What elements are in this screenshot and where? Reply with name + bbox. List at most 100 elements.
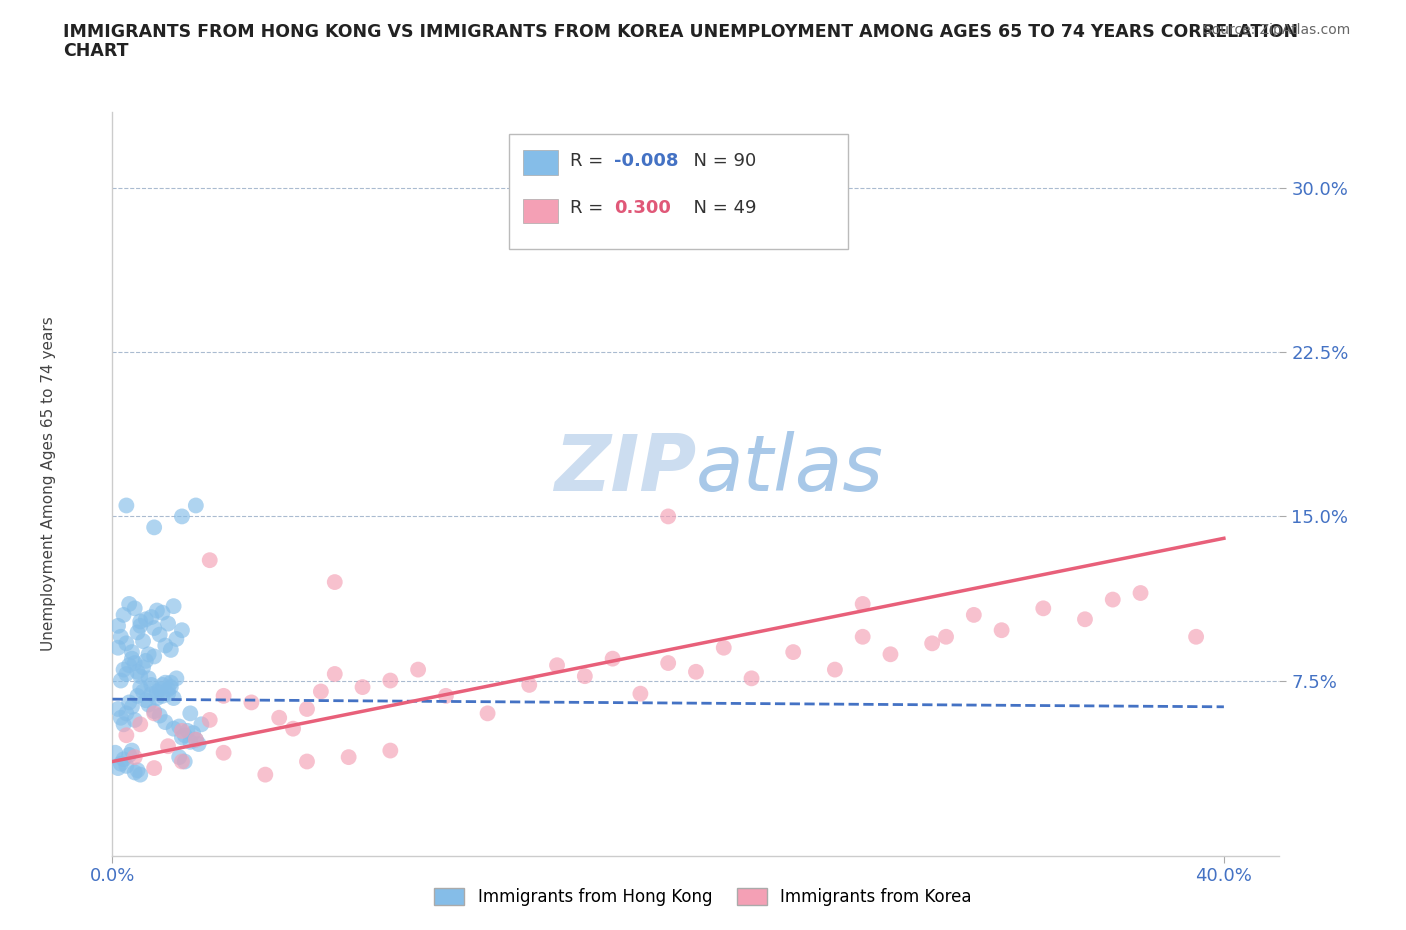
Point — [1185, 630, 1208, 644]
Point — [155, 675, 177, 690]
Point — [115, 498, 138, 513]
Point — [124, 656, 146, 671]
Point — [121, 651, 143, 666]
Point — [110, 711, 132, 725]
Point — [170, 754, 193, 769]
Point — [160, 675, 183, 690]
Text: N = 90: N = 90 — [682, 153, 756, 170]
FancyBboxPatch shape — [523, 151, 558, 175]
Point — [176, 724, 198, 738]
Point — [380, 743, 402, 758]
Point — [152, 677, 174, 692]
Point — [295, 754, 318, 769]
Point — [129, 618, 152, 633]
Point — [149, 627, 172, 642]
Point — [141, 686, 163, 701]
Point — [112, 607, 135, 622]
Point — [824, 662, 846, 677]
Point — [1129, 586, 1152, 601]
Point — [269, 711, 291, 725]
Text: ZIP: ZIP — [554, 431, 696, 507]
Point — [337, 750, 360, 764]
Point — [118, 596, 141, 611]
Point — [184, 498, 207, 513]
Point — [157, 686, 180, 701]
Point — [155, 714, 177, 729]
Point — [990, 623, 1012, 638]
Point — [323, 667, 346, 682]
Point — [160, 680, 183, 695]
Point — [852, 596, 875, 611]
Text: R =: R = — [569, 153, 609, 170]
Point — [129, 614, 152, 629]
Point — [115, 636, 138, 651]
Point — [118, 695, 141, 710]
Point — [132, 684, 155, 699]
Point — [165, 671, 187, 685]
Point — [165, 631, 187, 646]
Point — [127, 688, 149, 703]
Point — [152, 605, 174, 620]
Point — [127, 763, 149, 777]
Text: -0.008: -0.008 — [614, 153, 679, 170]
Point — [115, 759, 138, 774]
Point — [129, 717, 152, 732]
Point — [112, 662, 135, 677]
Text: 0.300: 0.300 — [614, 199, 671, 218]
Point — [110, 673, 132, 688]
Point — [143, 620, 166, 635]
FancyBboxPatch shape — [509, 134, 848, 249]
Point — [149, 708, 172, 723]
Text: R =: R = — [569, 199, 614, 218]
Point — [143, 761, 166, 776]
Point — [121, 644, 143, 659]
Point — [141, 677, 163, 692]
Text: Unemployment Among Ages 65 to 74 years: Unemployment Among Ages 65 to 74 years — [41, 316, 56, 651]
Point — [146, 603, 169, 618]
Point — [129, 767, 152, 782]
Point — [309, 684, 332, 699]
Point — [104, 745, 127, 760]
Point — [212, 688, 235, 703]
Point — [434, 688, 457, 703]
Point — [380, 673, 402, 688]
Point — [281, 722, 304, 737]
Point — [124, 765, 146, 780]
Point — [135, 654, 157, 669]
Point — [1101, 592, 1123, 607]
Point — [657, 509, 679, 524]
Point — [323, 575, 346, 590]
Point — [124, 750, 146, 764]
Point — [179, 706, 201, 721]
Point — [155, 638, 177, 653]
Point — [477, 706, 499, 721]
Point — [135, 612, 157, 627]
Point — [198, 712, 221, 727]
Point — [152, 688, 174, 703]
Point — [112, 717, 135, 732]
Point — [170, 724, 193, 738]
Point — [115, 728, 138, 743]
Point — [107, 640, 129, 655]
Point — [574, 669, 596, 684]
Point — [112, 751, 135, 766]
Point — [1032, 601, 1054, 616]
Point — [963, 607, 986, 622]
Text: CHART: CHART — [63, 42, 129, 60]
Legend: Immigrants from Hong Kong, Immigrants from Korea: Immigrants from Hong Kong, Immigrants fr… — [427, 881, 979, 912]
Point — [162, 599, 184, 614]
Point — [143, 649, 166, 664]
Point — [143, 706, 166, 721]
Point — [157, 617, 180, 631]
Point — [157, 682, 180, 697]
Point — [546, 658, 568, 672]
Point — [107, 761, 129, 776]
Point — [118, 658, 141, 672]
Point — [179, 735, 201, 750]
Point — [138, 671, 160, 685]
Point — [138, 647, 160, 662]
Point — [628, 686, 651, 701]
Point — [190, 717, 212, 732]
FancyBboxPatch shape — [523, 199, 558, 223]
Point — [852, 630, 875, 644]
